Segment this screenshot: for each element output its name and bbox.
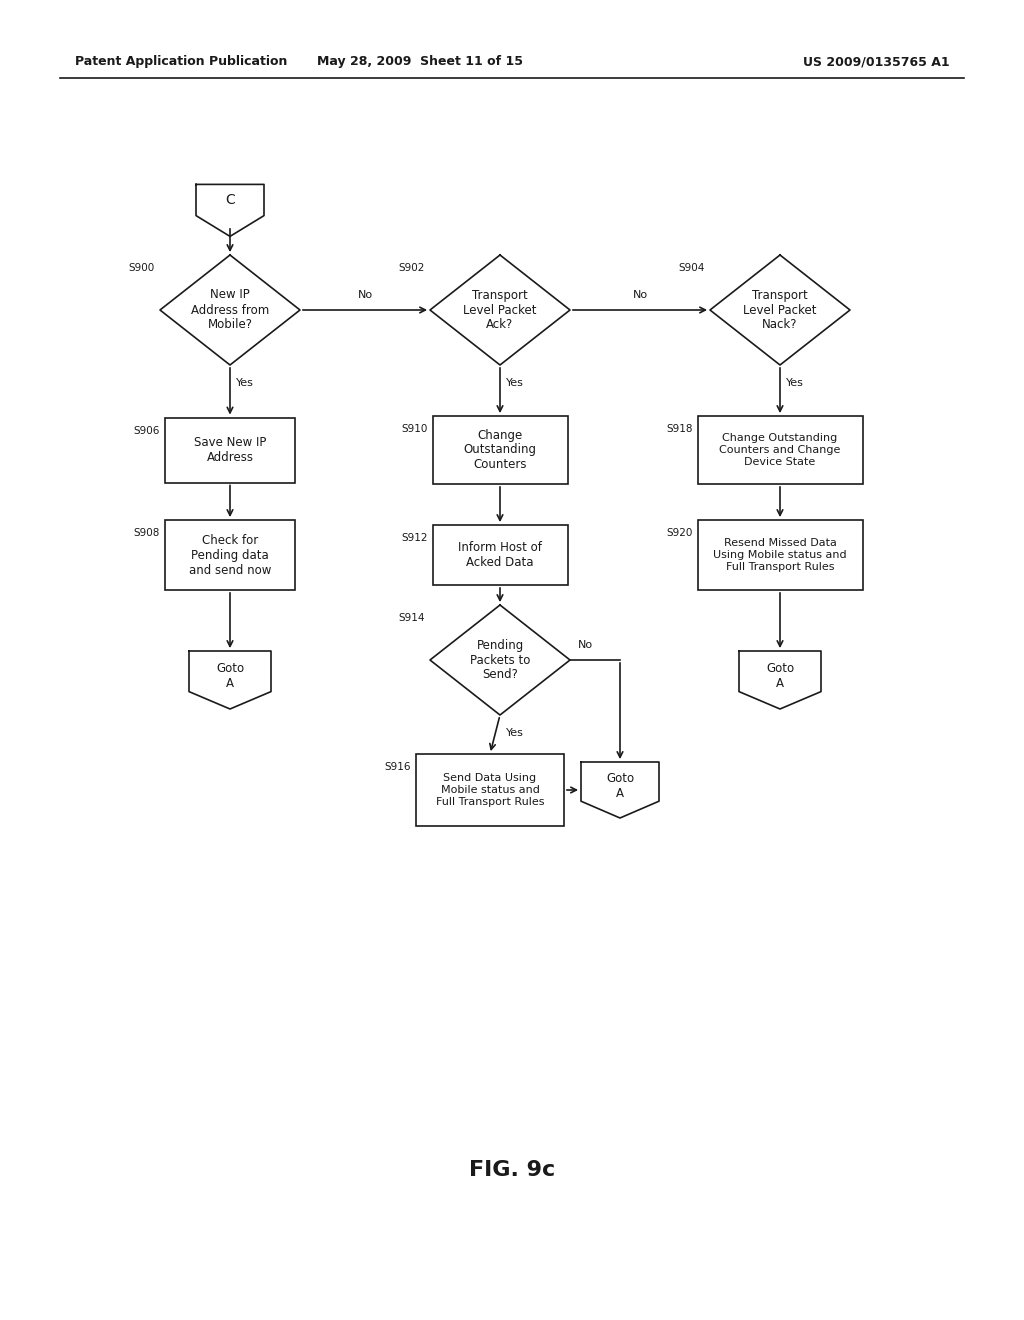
Text: Yes: Yes [506, 378, 524, 388]
Text: S906: S906 [133, 425, 160, 436]
Text: Pending
Packets to
Send?: Pending Packets to Send? [470, 639, 530, 681]
Polygon shape [430, 255, 570, 366]
Text: Inform Host of
Acked Data: Inform Host of Acked Data [458, 541, 542, 569]
Text: S920: S920 [667, 528, 692, 539]
Text: Goto
A: Goto A [216, 661, 244, 689]
Text: S908: S908 [133, 528, 160, 539]
Text: Transport
Level Packet
Nack?: Transport Level Packet Nack? [743, 289, 817, 331]
Text: Goto
A: Goto A [606, 772, 634, 800]
Text: S914: S914 [398, 612, 425, 623]
Text: S904: S904 [679, 263, 705, 273]
Polygon shape [196, 185, 264, 236]
Text: S910: S910 [401, 424, 427, 434]
Polygon shape [430, 605, 570, 715]
Bar [697, 520, 862, 590]
Text: S900: S900 [129, 263, 155, 273]
Polygon shape [739, 651, 821, 709]
Text: Yes: Yes [236, 378, 254, 388]
Bar [432, 416, 567, 484]
Text: Yes: Yes [506, 729, 524, 738]
Bar [432, 525, 567, 585]
Text: S912: S912 [401, 533, 427, 543]
Text: Yes: Yes [786, 378, 804, 388]
Text: New IP
Address from
Mobile?: New IP Address from Mobile? [190, 289, 269, 331]
Polygon shape [160, 255, 300, 366]
Text: C: C [225, 193, 234, 207]
Text: S916: S916 [384, 762, 411, 772]
Polygon shape [189, 651, 271, 709]
Text: Send Data Using
Mobile status and
Full Transport Rules: Send Data Using Mobile status and Full T… [436, 774, 544, 807]
Text: Patent Application Publication: Patent Application Publication [75, 55, 288, 69]
Text: No: No [578, 640, 593, 649]
Bar [416, 754, 564, 826]
Text: Change
Outstanding
Counters: Change Outstanding Counters [464, 429, 537, 471]
Text: Check for
Pending data
and send now: Check for Pending data and send now [188, 533, 271, 577]
Text: Resend Missed Data
Using Mobile status and
Full Transport Rules: Resend Missed Data Using Mobile status a… [713, 539, 847, 572]
Bar [165, 417, 295, 483]
Text: Goto
A: Goto A [766, 661, 794, 689]
Text: US 2009/0135765 A1: US 2009/0135765 A1 [804, 55, 950, 69]
Text: Save New IP
Address: Save New IP Address [194, 436, 266, 465]
Polygon shape [581, 762, 659, 818]
Text: No: No [633, 290, 647, 300]
Text: Change Outstanding
Counters and Change
Device State: Change Outstanding Counters and Change D… [719, 433, 841, 466]
Text: May 28, 2009  Sheet 11 of 15: May 28, 2009 Sheet 11 of 15 [317, 55, 523, 69]
Text: S902: S902 [398, 263, 425, 273]
Bar [165, 520, 295, 590]
Text: Transport
Level Packet
Ack?: Transport Level Packet Ack? [463, 289, 537, 331]
Text: S918: S918 [666, 424, 692, 434]
Text: FIG. 9c: FIG. 9c [469, 1160, 555, 1180]
Polygon shape [710, 255, 850, 366]
Bar [697, 416, 862, 484]
Text: No: No [357, 290, 373, 300]
